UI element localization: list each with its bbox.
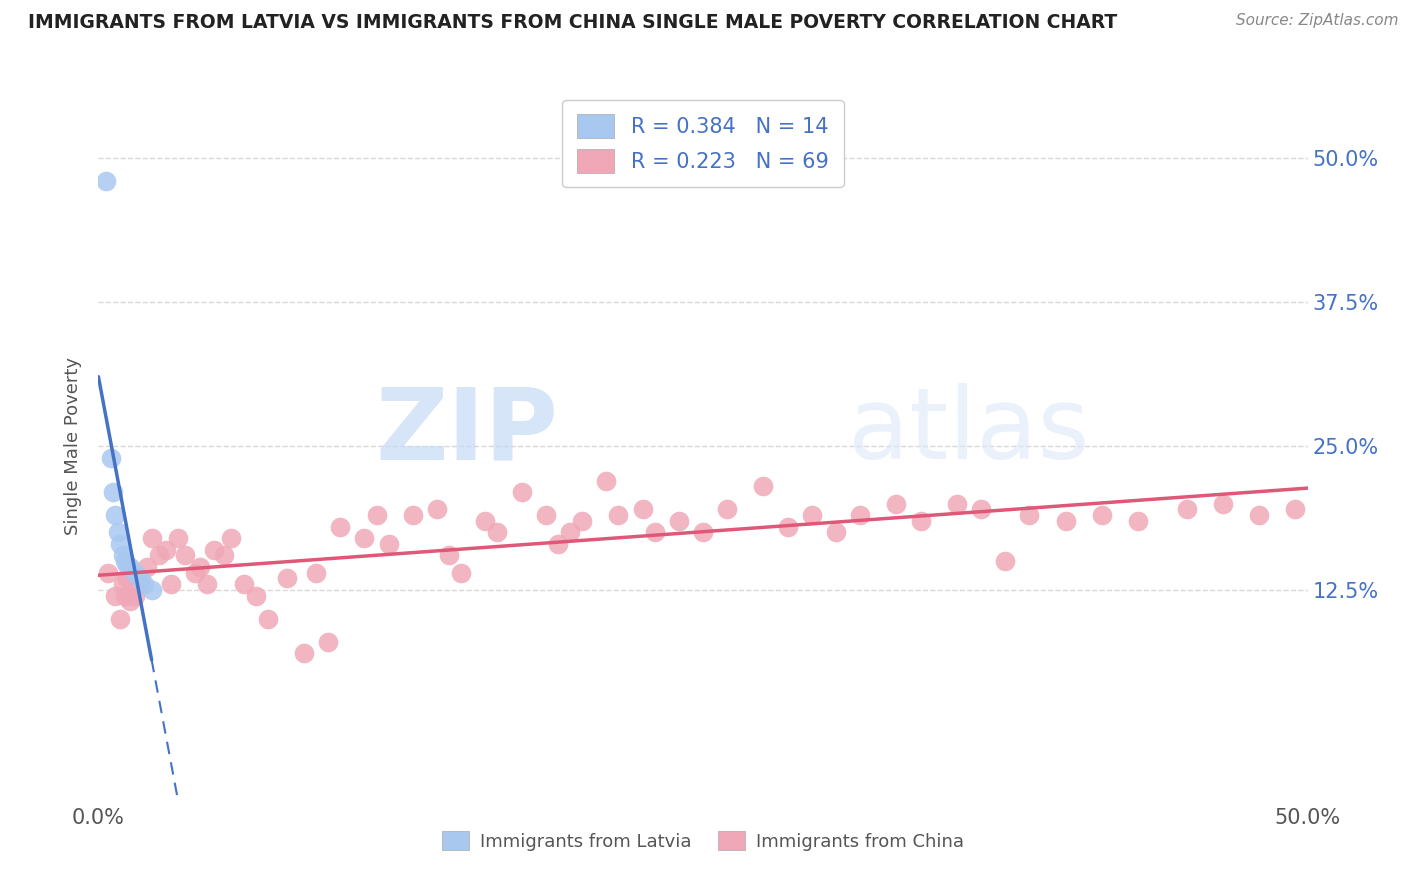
Point: [305, 566, 328, 580]
Point: [886, 497, 908, 511]
Point: [607, 508, 630, 522]
Point: [776, 519, 799, 533]
Point: [212, 549, 235, 563]
Y-axis label: Single Male Poverty: Single Male Poverty: [65, 357, 83, 535]
Point: [108, 537, 131, 551]
Point: [256, 612, 278, 626]
Point: [128, 571, 150, 585]
Point: [474, 514, 496, 528]
Point: [141, 531, 163, 545]
Point: [910, 514, 932, 528]
Point: [128, 577, 150, 591]
Point: [595, 474, 617, 488]
Point: [117, 571, 139, 585]
Text: atlas: atlas: [848, 384, 1090, 480]
Point: [825, 525, 848, 540]
Point: [437, 549, 460, 563]
Point: [188, 559, 211, 574]
Point: [1212, 497, 1234, 511]
Point: [114, 589, 136, 603]
Point: [316, 634, 339, 648]
Legend: Immigrants from Latvia, Immigrants from China: Immigrants from Latvia, Immigrants from …: [434, 824, 972, 858]
Point: [377, 537, 399, 551]
Point: [221, 531, 243, 545]
Point: [124, 566, 146, 580]
Point: [135, 559, 157, 574]
Point: [245, 589, 267, 603]
Point: [292, 646, 315, 660]
Text: IMMIGRANTS FROM LATVIA VS IMMIGRANTS FROM CHINA SINGLE MALE POVERTY CORRELATION : IMMIGRANTS FROM LATVIA VS IMMIGRANTS FRO…: [28, 13, 1118, 32]
Point: [716, 502, 738, 516]
Point: [160, 577, 183, 591]
Point: [486, 525, 509, 540]
Point: [155, 542, 177, 557]
Point: [329, 519, 352, 533]
Point: [558, 525, 581, 540]
Point: [118, 559, 141, 574]
Point: [108, 612, 131, 626]
Point: [174, 549, 197, 563]
Point: [276, 571, 298, 585]
Point: [353, 531, 375, 545]
Point: [232, 577, 254, 591]
Point: [1249, 508, 1271, 522]
Point: [111, 577, 134, 591]
Point: [534, 508, 557, 522]
Point: [111, 549, 134, 563]
Point: [970, 502, 993, 516]
Point: [1054, 514, 1077, 528]
Text: ZIP: ZIP: [375, 384, 558, 480]
Point: [118, 594, 141, 608]
Point: [946, 497, 969, 511]
Point: [204, 542, 226, 557]
Point: [571, 514, 593, 528]
Point: [167, 531, 190, 545]
Point: [195, 577, 218, 591]
Point: [631, 502, 654, 516]
Text: Source: ZipAtlas.com: Source: ZipAtlas.com: [1236, 13, 1399, 29]
Point: [148, 549, 170, 563]
Point: [366, 508, 388, 522]
Point: [100, 450, 122, 465]
Point: [644, 525, 666, 540]
Point: [692, 525, 714, 540]
Point: [104, 589, 127, 603]
Point: [450, 566, 472, 580]
Point: [141, 582, 163, 597]
Point: [402, 508, 425, 522]
Point: [800, 508, 823, 522]
Point: [1018, 508, 1040, 522]
Point: [1284, 502, 1306, 516]
Point: [994, 554, 1017, 568]
Point: [94, 174, 117, 188]
Point: [117, 558, 139, 572]
Point: [104, 508, 127, 522]
Point: [97, 566, 120, 580]
Point: [184, 566, 207, 580]
Point: [1091, 508, 1114, 522]
Point: [510, 485, 533, 500]
Point: [101, 485, 124, 500]
Point: [752, 479, 775, 493]
Point: [114, 554, 136, 568]
Point: [1175, 502, 1198, 516]
Point: [849, 508, 872, 522]
Point: [668, 514, 690, 528]
Point: [547, 537, 569, 551]
Point: [1128, 514, 1150, 528]
Point: [107, 525, 129, 540]
Point: [134, 577, 156, 591]
Point: [426, 502, 449, 516]
Point: [124, 589, 146, 603]
